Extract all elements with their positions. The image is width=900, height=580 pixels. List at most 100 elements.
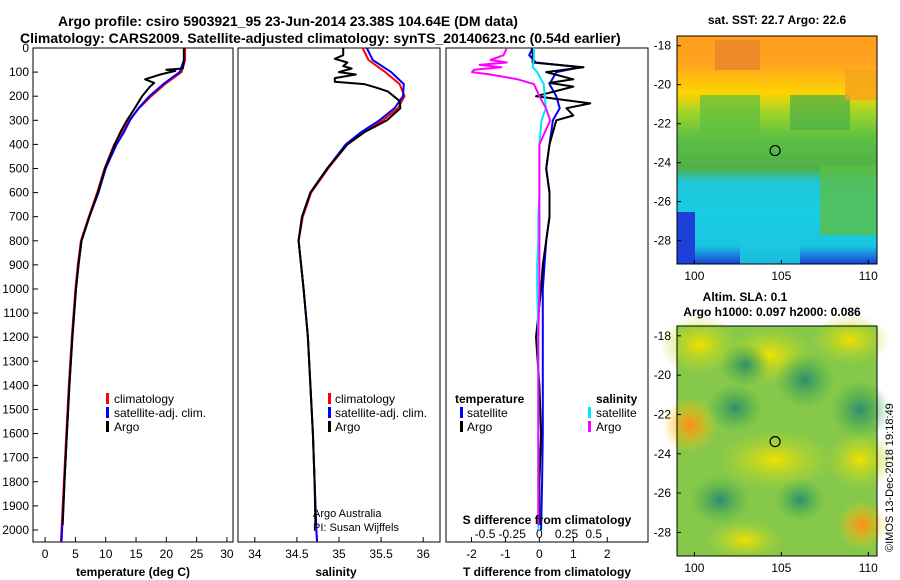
depth-axis: 0 100 200 300 400 500 600 700 800 900 1000 1100 1200… (2, 41, 38, 537)
temperature-legend: climatology satellite-adj. clim. Argo (106, 392, 206, 434)
legend-swatch-s-argo (588, 421, 591, 432)
difference-panel: -2 -1 0 1 2 -0.5 -0.25 0 0.25 0.5 S difference f… (445, 47, 649, 579)
s-difference-label: S difference from climatology (463, 513, 632, 527)
x-tick-label: 25 (190, 547, 204, 561)
sst-green-patch (820, 165, 877, 235)
map-y-tick-label: -26 (654, 486, 672, 500)
sst-green-patch (700, 95, 760, 135)
series-line-argo (297, 48, 402, 526)
figure-title-line1: Argo profile: csiro 5903921_95 23-Jun-20… (58, 13, 518, 29)
sla-high-blob (810, 315, 890, 365)
depth-tick-label: 1000 (2, 282, 29, 296)
salinity-series (297, 47, 406, 543)
map-y-tick-label: -18 (654, 329, 672, 343)
s-diff-tick-label: 0 (536, 527, 543, 541)
x-tick-label: 0 (536, 547, 543, 561)
sla-high-blob (837, 500, 887, 550)
x-tick-label: 10 (99, 547, 113, 561)
temperature-plot-frame (32, 47, 234, 543)
sst-cold-patch (677, 212, 695, 264)
depth-tick-label: 1900 (2, 499, 29, 513)
sla-high-blob (662, 397, 718, 453)
map-x-tick-label: 105 (771, 269, 791, 283)
credit-line2: PI: Susan Wijffels (313, 522, 399, 534)
depth-tick-label: 1500 (2, 402, 29, 416)
temperature-x-label: temperature (deg C) (76, 565, 190, 579)
s-diff-tick-label: 0.5 (585, 527, 602, 541)
map-y-tick-label: -20 (654, 368, 672, 382)
difference-series (471, 47, 592, 531)
temperature-x-axis: 0 5 10 15 20 25 30 (42, 537, 234, 561)
argo-position-marker (769, 144, 781, 157)
salinity-difference-ticks: -0.5 -0.25 0 0.25 0.5 (475, 527, 603, 541)
legend-label-climatology: climatology (114, 392, 174, 406)
depth-tick-label: 1800 (2, 475, 29, 489)
legend-label-satellite: satellite-adj. clim. (335, 406, 427, 420)
depth-tick-label: 600 (9, 186, 29, 200)
sst-map-frame (676, 35, 878, 265)
difference-plot-frame (445, 47, 649, 543)
sla-low-blob (690, 475, 750, 525)
x-tick-label: 15 (129, 547, 143, 561)
map-x-tick-label: 110 (859, 269, 878, 283)
sst-green-patch (790, 95, 850, 130)
depth-tick-label: 900 (9, 258, 29, 272)
map-y-tick-label: -26 (654, 195, 672, 209)
map-x-tick-label: 100 (684, 269, 704, 283)
map-y-tick-label: -22 (654, 407, 672, 421)
map-y-tick-label: -18 (654, 39, 672, 53)
x-tick-label: 35 (332, 547, 346, 561)
map-x-tick-label: 100 (684, 561, 704, 575)
map-y-tick-label: -22 (654, 117, 672, 131)
x-tick-label: 1 (570, 547, 577, 561)
legend-swatch-satellite (106, 407, 109, 418)
legend-swatch-argo (328, 421, 331, 432)
map-y-tick-label: -28 (654, 234, 672, 248)
salinity-legend: climatology satellite-adj. clim. Argo (328, 392, 427, 434)
legend-swatch-t-argo (460, 421, 463, 432)
sst-map-axes: 100 105 110 -18 -20 -22 -24 -26 -28 (654, 39, 879, 283)
sla-low-blob (720, 343, 770, 387)
legend-label-argo: Argo (114, 420, 140, 434)
sst-field-texture (677, 40, 877, 264)
depth-tick-label: 2000 (2, 523, 29, 537)
series-line-t-argo (531, 48, 592, 526)
x-tick-label: 5 (72, 547, 79, 561)
sla-map-title-1: Altim. SLA: 0.1 (703, 290, 788, 304)
sla-map-frame (676, 325, 878, 557)
x-tick-label: 34.5 (285, 547, 309, 561)
sla-high-blob (705, 520, 785, 560)
sst-warm-patch (845, 70, 877, 100)
sla-high-blob (715, 430, 835, 490)
x-tick-label: 0 (42, 547, 49, 561)
sla-low-blob (830, 380, 890, 440)
series-line-argo (61, 48, 185, 526)
legend-title-salinity: salinity (596, 392, 638, 406)
depth-tick-label: 200 (9, 89, 29, 103)
map-x-tick-label: 105 (771, 561, 791, 575)
depth-tick-label: 1600 (2, 427, 29, 441)
legend-label-satellite: satellite-adj. clim. (114, 406, 206, 420)
salinity-panel: 34 34.5 35 35.5 36 salinity climatology sate… (237, 47, 441, 579)
sst-warm-patch (715, 40, 760, 70)
t-difference-label: T difference from climatology (463, 565, 631, 579)
legend-label-t-satellite: satellite (467, 406, 508, 420)
legend-label-s-argo: Argo (596, 420, 622, 434)
map-x-tick-label: 110 (859, 561, 878, 575)
x-tick-label: -1 (500, 547, 511, 561)
legend-label-argo: Argo (335, 420, 361, 434)
x-tick-label: 20 (160, 547, 174, 561)
legend-swatch-t-satellite (460, 407, 463, 418)
x-tick-label: -2 (466, 547, 477, 561)
legend-swatch-satellite (328, 407, 331, 418)
x-tick-label: 34 (248, 547, 262, 561)
temperature-series (59, 48, 187, 543)
sla-low-blob (775, 352, 835, 408)
depth-tick-label: 0 (22, 41, 29, 55)
map-y-tick-label: -20 (654, 78, 672, 92)
legend-title-temperature: temperature (455, 392, 525, 406)
credit-line1: Argo Australia (313, 508, 382, 520)
salinity-x-label: salinity (315, 565, 357, 579)
argo-position-marker (769, 435, 781, 448)
